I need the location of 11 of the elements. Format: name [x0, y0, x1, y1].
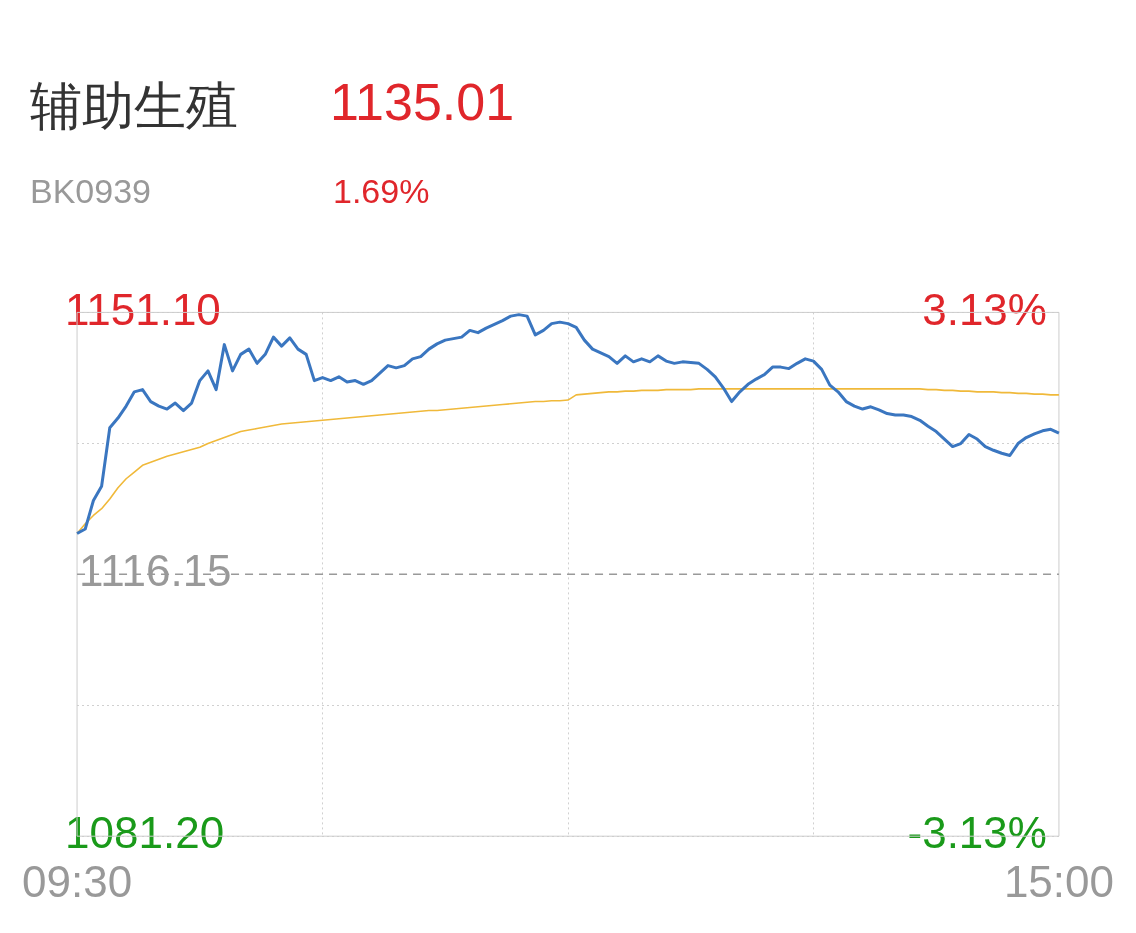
y-tick-label: 1081.20: [65, 808, 225, 858]
x-tick-label: 15:00: [1003, 856, 1114, 906]
text: 1.69%: [333, 172, 430, 211]
y2-tick-label: -3.13%: [907, 808, 1047, 858]
ref-line-label: 1116.15: [79, 546, 232, 596]
text: 1135.01: [330, 72, 515, 132]
y-tick-label: 1151.10: [65, 284, 221, 334]
y2-tick-label: 3.13%: [922, 284, 1047, 334]
chart-subtitle: BK0939: [30, 172, 151, 211]
x-tick-label: 09:30: [22, 856, 133, 906]
chart-title: 辅助生殖: [30, 76, 238, 137]
